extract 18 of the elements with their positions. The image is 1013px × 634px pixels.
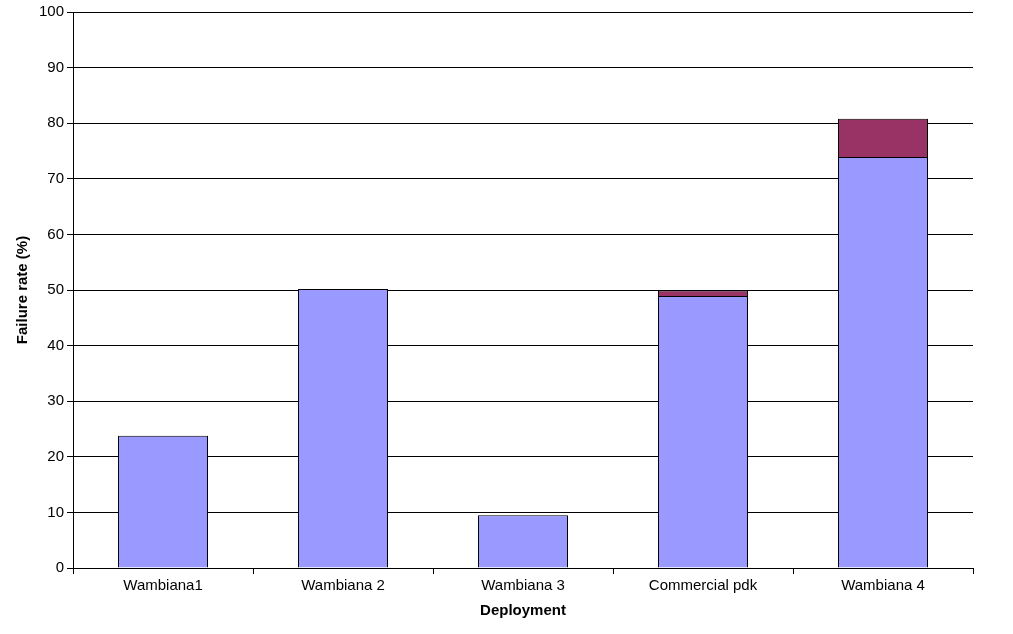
x-tick-label: Wambiana 4 [841, 576, 925, 594]
x-tick-label: Wambiana 3 [481, 576, 565, 594]
x-tick-label: Commercial pdk [648, 576, 758, 594]
y-tick-label: 10 [47, 502, 65, 520]
y-tick-label: 70 [47, 168, 65, 186]
y-tick-label: 100 [39, 2, 65, 20]
y-tick-label: 80 [47, 113, 65, 131]
y-tick-label: 50 [47, 280, 65, 298]
x-tick-label: Wambiana1 [123, 576, 203, 594]
y-tick-label: 60 [47, 224, 65, 242]
y-tick-label: 40 [47, 335, 65, 353]
y-axis-title: Failure rate (%) [13, 235, 31, 345]
y-tick-label: 0 [55, 558, 65, 576]
y-tick-label: 20 [47, 446, 65, 464]
x-axis-title: Deployment [480, 601, 566, 619]
x-tick-label: Wambiana 2 [301, 576, 385, 594]
y-tick-label: 30 [47, 391, 65, 409]
y-tick-label: 90 [47, 57, 65, 75]
